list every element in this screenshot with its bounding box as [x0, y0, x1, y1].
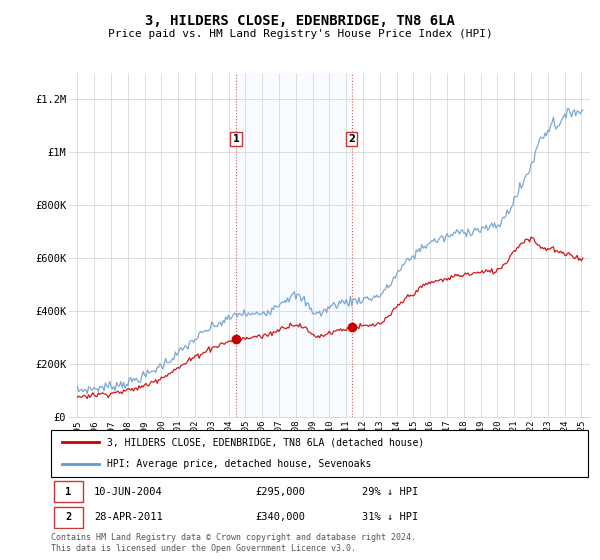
Text: 29% ↓ HPI: 29% ↓ HPI: [362, 487, 419, 497]
Text: HPI: Average price, detached house, Sevenoaks: HPI: Average price, detached house, Seve…: [107, 459, 372, 469]
FancyBboxPatch shape: [53, 482, 83, 502]
Text: 10-JUN-2004: 10-JUN-2004: [94, 487, 163, 497]
Text: 31% ↓ HPI: 31% ↓ HPI: [362, 512, 419, 522]
Text: 3, HILDERS CLOSE, EDENBRIDGE, TN8 6LA (detached house): 3, HILDERS CLOSE, EDENBRIDGE, TN8 6LA (d…: [107, 437, 425, 447]
Text: 2: 2: [348, 134, 355, 144]
Text: £295,000: £295,000: [255, 487, 305, 497]
Text: 28-APR-2011: 28-APR-2011: [94, 512, 163, 522]
Text: 2: 2: [65, 512, 71, 522]
Text: 3, HILDERS CLOSE, EDENBRIDGE, TN8 6LA: 3, HILDERS CLOSE, EDENBRIDGE, TN8 6LA: [145, 14, 455, 28]
Text: £340,000: £340,000: [255, 512, 305, 522]
FancyBboxPatch shape: [51, 430, 588, 477]
Text: 1: 1: [65, 487, 71, 497]
Text: Contains HM Land Registry data © Crown copyright and database right 2024.
This d: Contains HM Land Registry data © Crown c…: [51, 533, 416, 553]
Text: 1: 1: [233, 134, 239, 144]
Bar: [236, 73, 352, 417]
Text: Price paid vs. HM Land Registry's House Price Index (HPI): Price paid vs. HM Land Registry's House …: [107, 29, 493, 39]
FancyBboxPatch shape: [53, 507, 83, 528]
